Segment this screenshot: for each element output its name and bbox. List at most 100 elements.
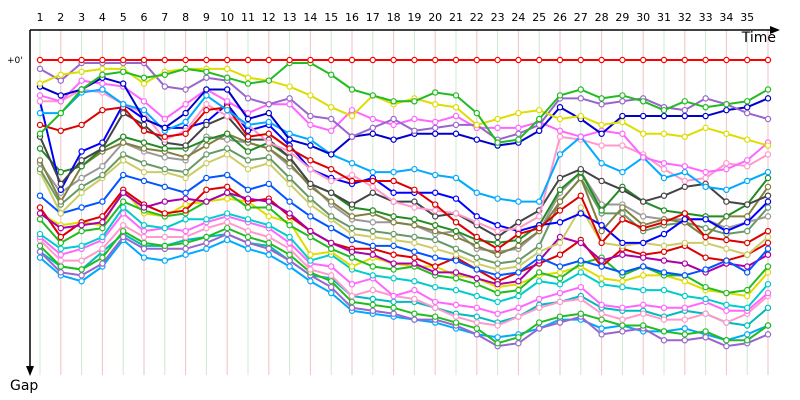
data-point (161, 233, 168, 241)
data-point (702, 266, 709, 273)
data-point (140, 221, 148, 229)
data-point (244, 216, 252, 223)
data-point (536, 278, 543, 285)
data-point (598, 142, 605, 149)
data-point (140, 204, 148, 211)
data-point (140, 106, 148, 114)
data-point (265, 130, 272, 137)
data-point (78, 204, 85, 211)
data-point (640, 56, 647, 64)
data-point (744, 219, 751, 226)
series-path (39, 147, 769, 265)
data-point (660, 248, 668, 255)
data-point (640, 130, 647, 137)
data-point (515, 136, 522, 143)
data-point (182, 118, 189, 126)
data-point (764, 269, 772, 276)
data-point (723, 186, 730, 193)
data-point (348, 86, 356, 93)
data-point (660, 328, 668, 335)
data-point (640, 286, 647, 294)
data-point (536, 319, 543, 326)
data-point (99, 213, 106, 220)
data-point (223, 189, 231, 196)
data-point (556, 151, 564, 158)
data-point (640, 263, 647, 270)
data-point (244, 80, 252, 87)
data-point (161, 224, 168, 232)
data-point (99, 171, 106, 179)
data-point (515, 198, 522, 205)
data-point (36, 192, 44, 199)
data-point (681, 278, 689, 285)
data-point (744, 227, 751, 235)
data-point (223, 230, 231, 238)
data-point (36, 145, 44, 152)
data-point (244, 165, 252, 173)
series-line (36, 77, 772, 176)
data-point (161, 56, 168, 64)
data-point (223, 195, 231, 202)
data-point (223, 86, 231, 93)
x-tick-label: 4 (99, 11, 106, 24)
data-point (307, 213, 314, 220)
data-point (764, 245, 772, 252)
data-point (265, 204, 272, 211)
data-point (286, 245, 293, 252)
data-point (473, 56, 480, 64)
data-point (78, 121, 85, 129)
data-point (764, 233, 772, 241)
data-point (203, 101, 210, 108)
data-point (57, 77, 65, 84)
data-point (764, 95, 772, 102)
x-tick-label: 19 (407, 11, 421, 24)
data-point (99, 71, 106, 78)
data-point (494, 281, 501, 288)
data-point (57, 56, 65, 64)
data-point (265, 154, 272, 161)
data-point (411, 233, 418, 241)
data-point (702, 239, 709, 247)
data-point (411, 278, 418, 285)
data-point (411, 98, 418, 105)
data-point (390, 236, 397, 244)
data-point (203, 86, 210, 93)
data-point (702, 328, 709, 335)
data-point (348, 171, 356, 179)
data-point (390, 275, 397, 282)
data-point (203, 224, 210, 232)
data-point (244, 109, 252, 117)
data-point (286, 101, 293, 108)
data-point (473, 266, 480, 273)
data-point (432, 213, 439, 220)
data-point (140, 239, 148, 247)
data-point (182, 154, 189, 161)
data-point (182, 142, 189, 149)
data-point (119, 210, 127, 217)
data-point (536, 254, 543, 261)
data-point (660, 304, 668, 311)
data-point (203, 245, 210, 252)
data-point (494, 289, 501, 297)
data-point (619, 118, 626, 126)
data-point (265, 56, 272, 64)
data-point (140, 80, 148, 87)
data-point (619, 56, 626, 64)
data-point (36, 157, 44, 164)
data-point (598, 221, 605, 229)
data-point (182, 168, 189, 176)
data-point (203, 174, 210, 182)
data-point (452, 286, 460, 294)
data-point (286, 257, 293, 264)
data-point (369, 307, 376, 314)
data-point (744, 251, 751, 258)
data-point (140, 121, 148, 129)
data-point (619, 112, 626, 120)
series-path (39, 233, 769, 348)
data-point (723, 160, 730, 167)
data-point (390, 304, 397, 311)
data-point (723, 342, 730, 350)
data-point (556, 239, 564, 247)
data-point (681, 337, 689, 344)
data-point (348, 230, 356, 238)
